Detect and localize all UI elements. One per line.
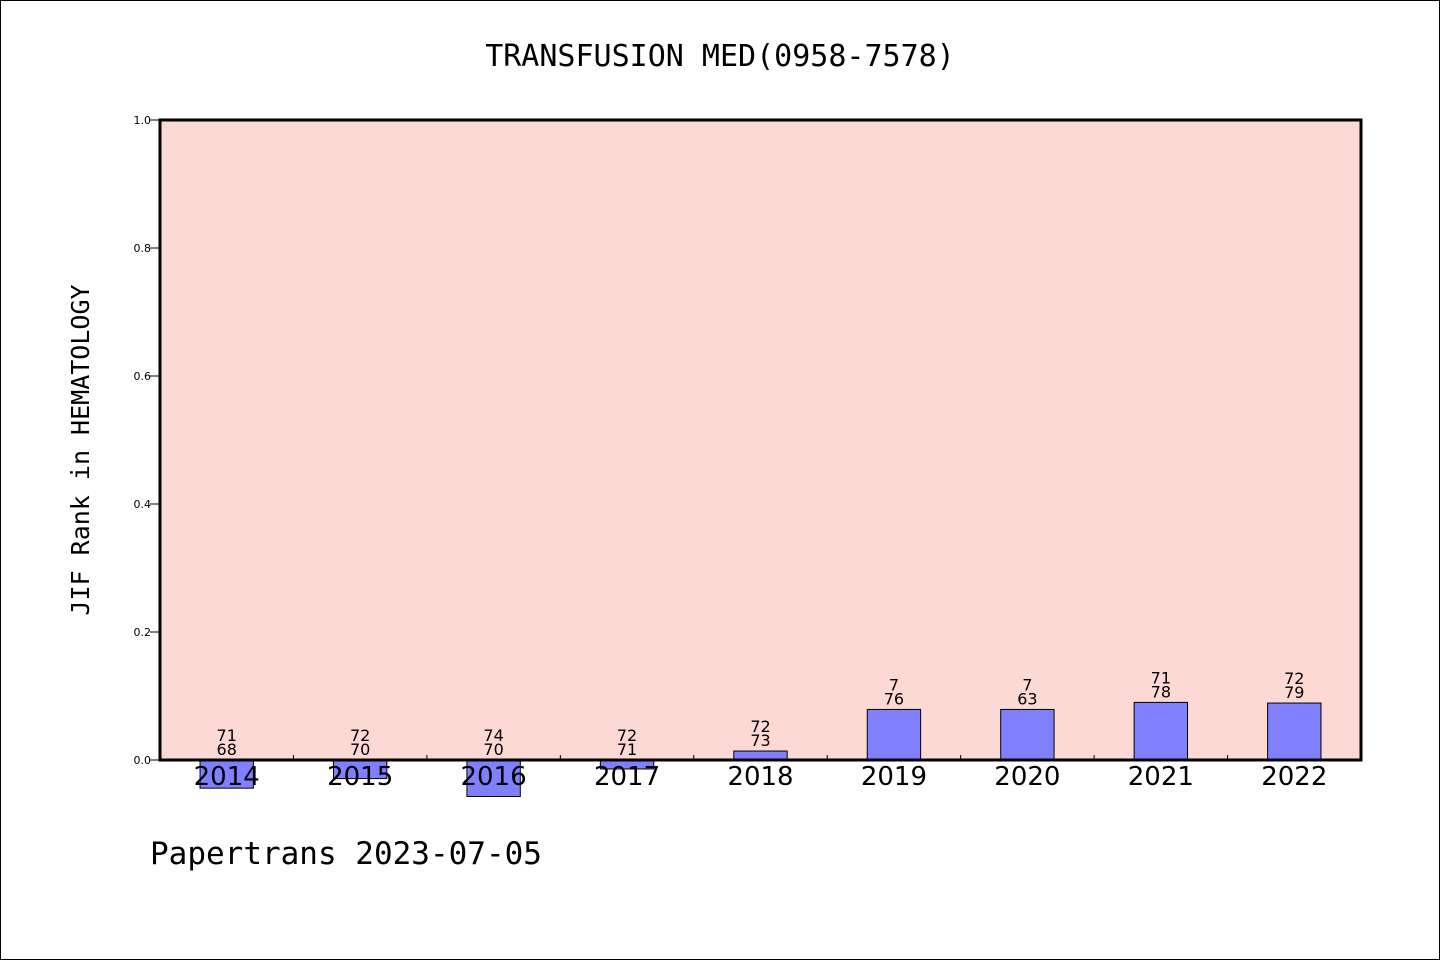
chart-title: TRANSFUSION MED(0958-7578)	[485, 39, 955, 74]
bar-2016	[466, 759, 521, 797]
data-label-bottom: 76	[884, 689, 904, 708]
data-label-top: 71	[217, 726, 237, 745]
y-axis-label: JIF Rank in HEMATOLOGY	[66, 284, 95, 615]
y-tick-label: 0.8	[134, 242, 152, 255]
data-label-bottom: 78	[1151, 682, 1171, 701]
bar-2014	[199, 759, 254, 789]
data-label-top: 71	[1151, 668, 1171, 687]
data-label-top: 7	[1022, 675, 1032, 694]
bar-2022	[1267, 702, 1322, 761]
x-tick-label: 2018	[727, 762, 793, 792]
data-label-top: 74	[483, 726, 503, 745]
x-tick-label: 2022	[1261, 762, 1327, 792]
data-label-top: 72	[617, 726, 637, 745]
data-label-top: 72	[1284, 669, 1304, 688]
data-label-bottom: 70	[350, 740, 370, 759]
data-label-top: 72	[750, 717, 770, 736]
data-label-top: 72	[350, 726, 370, 745]
x-tick-label: 2021	[1128, 762, 1194, 792]
data-label-bottom: 71	[617, 740, 637, 759]
data-label-bottom: 70	[483, 740, 503, 759]
data-label-bottom: 73	[750, 731, 770, 750]
footer-text: Papertrans 2023-07-05	[150, 836, 542, 872]
bar-2020	[1000, 708, 1055, 761]
plot-area	[160, 120, 1361, 760]
bar-2021	[1133, 701, 1189, 761]
y-tick-label: 0.6	[134, 370, 152, 383]
x-axis: 2014 2015 2016 2017 2018 2019 2020 2021 2022	[194, 755, 1327, 792]
bars-group	[199, 701, 1322, 797]
y-tick-label: 0.0	[134, 754, 152, 767]
x-tick-label: 2014	[194, 762, 260, 792]
plot-frame	[158, 118, 1363, 762]
y-tick-label: 1.0	[134, 114, 152, 127]
data-label-bottom: 68	[217, 740, 237, 759]
x-tick-label: 2019	[861, 762, 927, 792]
x-tick-label: 2020	[994, 762, 1060, 792]
x-tick-label: 2015	[327, 762, 393, 792]
data-label-bottom: 79	[1284, 683, 1304, 702]
data-label-bottom: 63	[1017, 689, 1037, 708]
y-axis: 0.0 0.2 0.4 0.6 0.8 1.0	[134, 114, 160, 767]
y-tick-label: 0.2	[134, 626, 152, 639]
bar-2019	[866, 708, 922, 761]
data-label-top: 7	[889, 675, 899, 694]
x-tick-label: 2017	[594, 762, 660, 792]
x-tick-label: 2016	[461, 762, 527, 792]
y-tick-label: 0.4	[134, 498, 152, 511]
